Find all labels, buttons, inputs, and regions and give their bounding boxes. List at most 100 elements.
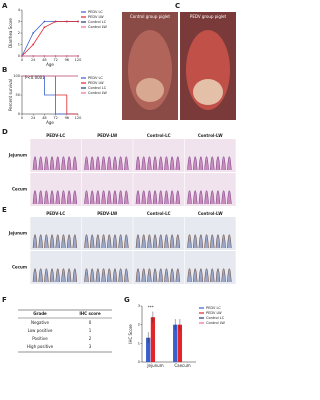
point [54,55,57,57]
point [77,55,79,57]
point [43,26,46,29]
x-tick-label: 24 [31,116,36,120]
tissue [84,234,129,249]
legend-label: Control LW [88,25,107,29]
x-tick-label: 120 [75,58,82,62]
legend-label: PEDV LW [206,311,222,315]
point [65,55,68,57]
legend-label: PEDV LC [88,76,103,80]
table: Grade IHC score Negative 0 Low positive 1 Posi… [27,311,101,349]
x-tick-label: 120 [75,116,82,120]
x-tick-label: Caecum [174,363,190,368]
point [54,20,57,23]
annotation: *** [148,305,154,310]
legend-label: Control LW [88,91,107,95]
panel-label: B [2,66,7,74]
y-tick-label: 3 [138,304,140,308]
point [77,20,79,23]
figure: A B C D E F G Control group piglet PEDV … [2,2,236,368]
legend-label: PEDV LW [88,81,104,85]
panel-label: F [2,296,7,304]
x-tick-label: 96 [65,58,69,62]
x-tick-label: 72 [53,58,57,62]
panel-label: E [2,206,7,214]
y-tick-label: 0 [18,54,20,58]
y-tick-label: 4 [18,8,21,12]
tissue [187,268,232,283]
y-axis-label: Percent survival [8,79,13,111]
legend-label: PEDV LC [206,306,221,310]
tissue [32,234,78,249]
table-cell: High positive [27,344,54,349]
column-header: PEDV-LW [97,133,118,138]
panel-label: C [175,2,180,10]
x-tick-label: 48 [42,116,46,120]
bar [150,317,156,362]
y-tick-label: 0 [18,112,20,116]
y-tick-label: 50 [16,93,20,97]
table-cell: 2 [89,336,92,341]
photo-label: Control group piglet [130,14,170,19]
table-cell: Positive [32,336,48,341]
tissue [32,156,78,171]
x-tick-label: Jejunum [146,363,163,368]
tissue [32,190,78,205]
tissue [84,156,129,171]
tissue [135,234,181,249]
x-tick-label: 0 [21,58,23,62]
bar [173,324,178,362]
column-header: Control-LC [147,211,171,216]
table-cell: Negative [31,320,49,325]
table-header: IHC score [79,311,101,316]
tissue [135,268,181,283]
tissue [135,156,181,171]
tissue [135,190,181,205]
tissue [32,268,78,283]
y-tick-label: 3 [18,20,20,24]
photo-organs [136,78,164,102]
x-tick-label: 72 [53,116,57,120]
x-tick-label: 0 [21,116,23,120]
legend-label: PEDV LW [88,15,104,19]
tissue [187,234,232,249]
x-axis-label: Age [46,62,54,67]
legend-label: Control LC [88,86,107,90]
row-label: Cecum [12,265,27,270]
row-label: Jejunum [8,231,27,236]
point [32,55,35,57]
y-tick-label: 1 [18,43,20,47]
survival-line [22,75,78,115]
legend-label: Control LC [206,316,225,320]
x-tick-label: 24 [31,58,36,62]
point [43,55,46,57]
legend-label: Control LC [88,20,107,24]
y-tick-label: 2 [138,323,140,327]
column-header: Control-LC [147,133,171,138]
panel-label: A [2,2,8,10]
table-cell: 1 [89,328,92,333]
tissue [187,190,232,205]
column-header: PEDV-LC [46,211,65,216]
column-header: Control-LW [198,133,223,138]
legend-label: Control LW [206,321,225,325]
point [21,55,23,57]
annotation: P<0.0001 [25,75,45,80]
point [32,32,35,34]
bar [146,337,151,362]
photo-label: PEDV group piglet [190,14,227,19]
row-label: Jejunum [8,153,27,158]
y-axis-label: Diarrhea Score [8,18,13,48]
photo-organs [193,79,223,105]
panel-label: D [2,128,8,136]
series-line [21,21,78,57]
table-cell: 0 [89,320,92,325]
x-tick-label: 96 [65,116,69,120]
column-header: PEDV-LC [46,133,65,138]
tissue [84,268,129,283]
panel-label: G [124,296,130,304]
x-axis-label: Age [46,120,54,125]
row-label: Cecum [12,187,27,192]
table-header: Grade [33,311,47,316]
y-tick-label: 0 [138,360,140,364]
x-tick-label: 48 [42,58,46,62]
